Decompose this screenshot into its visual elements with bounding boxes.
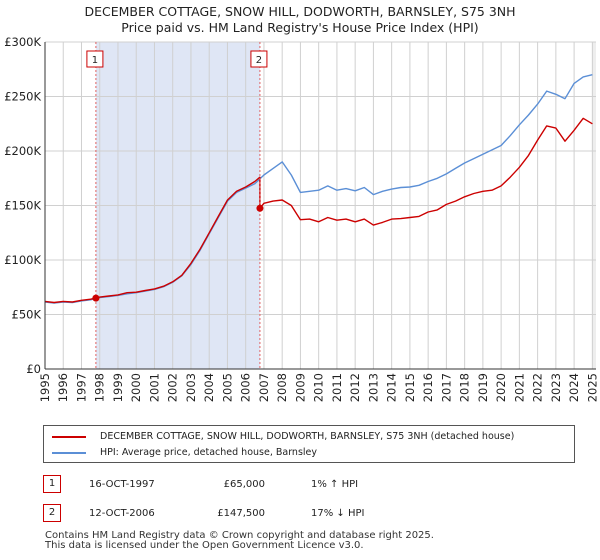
x-tick-label: 2024 — [567, 373, 581, 402]
x-tick-label: 2016 — [421, 373, 435, 402]
x-tick-label: 2012 — [348, 373, 362, 402]
sale-marker-2: 2 — [43, 504, 61, 522]
x-tick-label: 2011 — [330, 373, 344, 402]
x-tick-label: 2004 — [202, 373, 216, 402]
x-tick-label: 2005 — [220, 373, 234, 402]
legend-item-hpi: HPI: Average price, detached house, Barn… — [52, 445, 562, 461]
x-tick-label: 2010 — [312, 373, 326, 402]
x-tick-label: 2009 — [293, 373, 307, 402]
sale-price-2: £147,500 — [217, 508, 265, 519]
x-tick-label: 2001 — [147, 373, 161, 402]
y-tick-label: £300K — [4, 35, 41, 49]
legend-label-property: DECEMBER COTTAGE, SNOW HILL, DODWORTH, B… — [100, 431, 515, 442]
sale-label-box-1 — [86, 50, 104, 68]
x-tick-label: 2002 — [166, 373, 180, 402]
x-tick-label: 1999 — [111, 373, 125, 402]
x-tick-label: 2021 — [512, 373, 526, 402]
sale-label-1: 1 — [92, 55, 98, 66]
sale-label-box-2 — [250, 50, 268, 68]
sale-hpi-delta-2: 17% ↓ HPI — [311, 508, 365, 519]
x-tick-label: 1995 — [38, 373, 52, 402]
x-tick-label: 2015 — [403, 373, 417, 402]
x-tick-label: 2019 — [476, 373, 490, 402]
y-tick-label: £100K — [4, 253, 41, 267]
grid-lines — [44, 41, 596, 370]
footer-line-2: This data is licensed under the Open Gov… — [45, 540, 364, 551]
legend-swatch-property — [52, 436, 86, 438]
sale-date-1: 16-OCT-1997 — [89, 479, 155, 490]
footer-attribution: Contains HM Land Registry data © Crown c… — [45, 531, 434, 551]
legend-label-hpi: HPI: Average price, detached house, Barn… — [100, 447, 318, 458]
x-tick-label: 2000 — [129, 373, 143, 402]
y-tick-label: £50K — [12, 308, 42, 322]
legend-swatch-hpi — [52, 452, 86, 454]
x-tick-label: 1997 — [74, 373, 88, 402]
x-tick-label: 2006 — [239, 373, 253, 402]
x-tick-label: 2014 — [385, 373, 399, 402]
footer-line-1: Contains HM Land Registry data © Crown c… — [45, 530, 434, 541]
x-tick-label: 2007 — [257, 373, 271, 402]
sale-point-2 — [256, 204, 264, 212]
x-tick-label: 2018 — [458, 373, 472, 402]
sale-marker-1: 1 — [43, 475, 61, 493]
chart-title: DECEMBER COTTAGE, SNOW HILL, DODWORTH, B… — [0, 4, 600, 36]
sale-row-2: 2 12-OCT-2006 £147,500 17% ↓ HPI — [43, 504, 443, 524]
x-tick-label: 2025 — [585, 373, 599, 402]
sale-row-1: 1 16-OCT-1997 £65,000 1% ↑ HPI — [43, 475, 443, 495]
y-tick-label: £200K — [4, 144, 41, 158]
x-tick-label: 2017 — [439, 373, 453, 402]
x-tick-label: 2013 — [366, 373, 380, 402]
y-tick-label: £0 — [26, 362, 41, 376]
x-tick-label: 1998 — [93, 373, 107, 402]
y-tick-label: £150K — [4, 199, 41, 213]
x-tick-label: 1996 — [56, 373, 70, 402]
x-tick-label: 2003 — [184, 373, 198, 402]
sale-point-1 — [92, 294, 100, 302]
axes: £0 £50K £100K £150K £200K £250K £300K 1995 1996 1… — [4, 35, 599, 402]
sale-hpi-delta-1: 1% ↑ HPI — [311, 479, 359, 490]
title-line-1: DECEMBER COTTAGE, SNOW HILL, DODWORTH, B… — [84, 4, 516, 19]
sale-date-2: 12-OCT-2006 — [89, 508, 155, 519]
sale-price-1: £65,000 — [223, 479, 265, 490]
series-line-property — [44, 117, 593, 304]
series-lines — [44, 74, 593, 304]
x-tick-label: 2008 — [275, 373, 289, 402]
legend-item-property: DECEMBER COTTAGE, SNOW HILL, DODWORTH, B… — [52, 429, 562, 445]
sale-label-2: 2 — [256, 55, 262, 66]
legend: DECEMBER COTTAGE, SNOW HILL, DODWORTH, B… — [43, 425, 575, 463]
x-tick-label: 2023 — [549, 373, 563, 402]
x-tick-label: 2020 — [494, 373, 508, 402]
y-tick-label: £250K — [4, 90, 41, 104]
title-line-2: Price paid vs. HM Land Registry's House … — [121, 20, 479, 35]
x-tick-label: 2022 — [531, 373, 545, 402]
